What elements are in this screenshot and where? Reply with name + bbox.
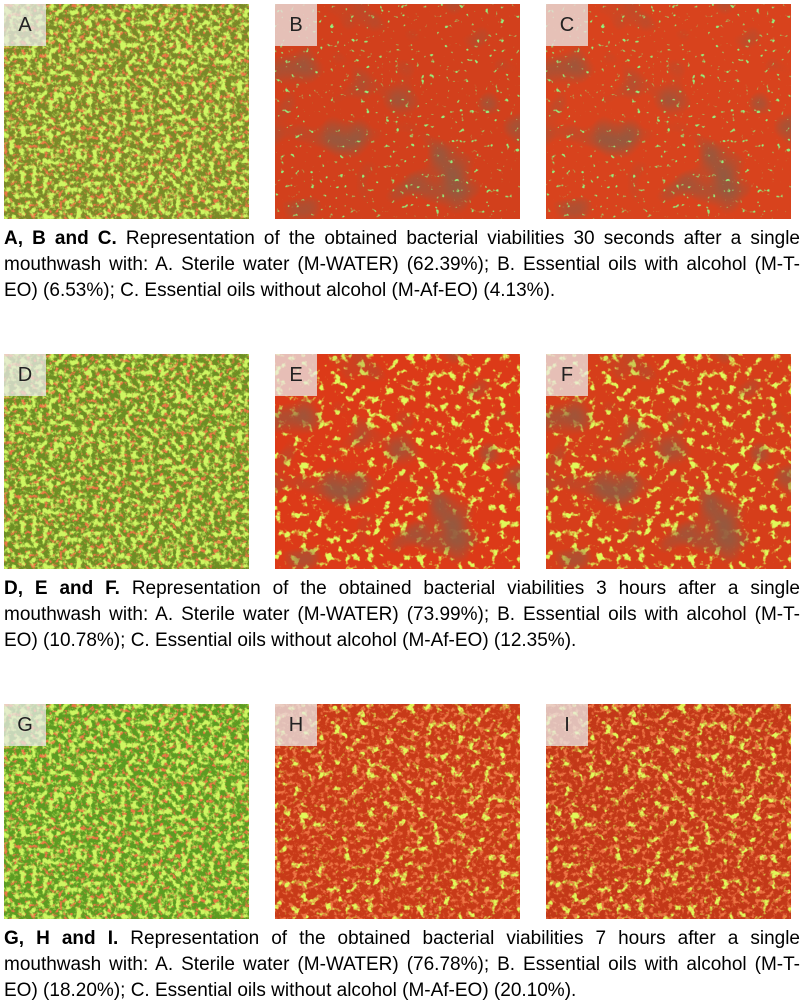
caption-text: Representation of the obtained bacterial… — [4, 228, 800, 301]
panel-label: C — [546, 4, 588, 46]
micrograph-panel: E — [275, 354, 520, 569]
caption-lead: G, H and I. — [4, 928, 119, 949]
micrograph-panel: I — [546, 704, 791, 919]
panel-label: A — [4, 4, 46, 46]
panel-label: F — [546, 354, 588, 396]
figure-caption: D, E and F. Representation of the obtain… — [4, 576, 800, 654]
caption-text: Representation of the obtained bacterial… — [4, 578, 801, 651]
figure-caption: A, B and C. Representation of the obtain… — [4, 226, 800, 304]
micrograph-image — [275, 354, 520, 569]
panel-label: D — [4, 354, 46, 396]
micrograph-panel: D — [4, 354, 249, 569]
figure-caption: G, H and I. Representation of the obtain… — [4, 926, 800, 1004]
micrograph-panel: G — [4, 704, 249, 919]
micrograph-panel: H — [275, 704, 520, 919]
micrograph-image — [546, 354, 791, 569]
panel-label: I — [546, 704, 588, 746]
caption-lead: D, E and F. — [4, 578, 120, 599]
panel-label: E — [275, 354, 317, 396]
caption-lead: A, B and C. — [4, 228, 117, 249]
micrograph-panel: C — [546, 4, 791, 219]
panel-label: B — [275, 4, 317, 46]
micrograph-panel: A — [4, 4, 249, 219]
micrograph-panel: B — [275, 4, 520, 219]
micrograph-panel: F — [546, 354, 791, 569]
panel-label: G — [4, 704, 46, 746]
caption-text: Representation of the obtained bacterial… — [4, 928, 800, 1001]
panel-label: H — [275, 704, 317, 746]
